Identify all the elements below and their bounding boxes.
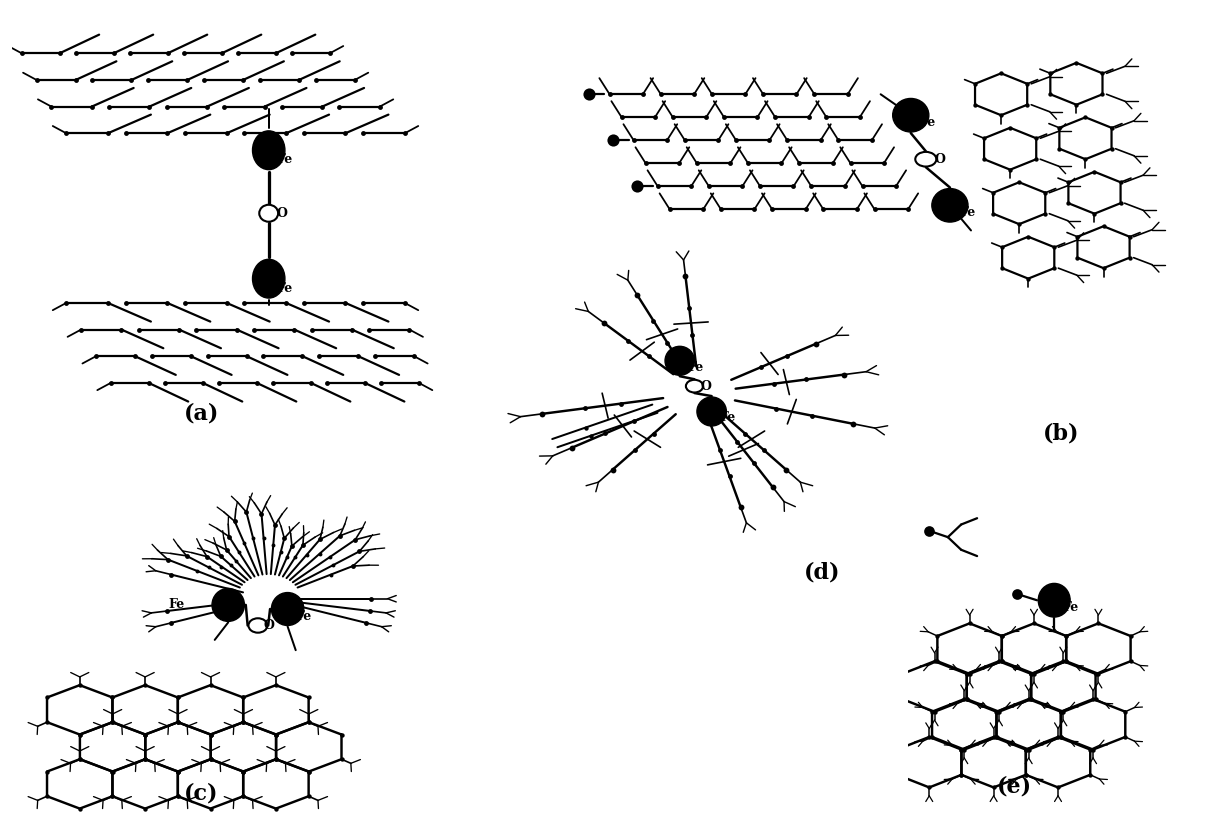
Text: Fe: Fe	[169, 598, 185, 611]
Ellipse shape	[931, 188, 968, 222]
Text: Fe: Fe	[687, 360, 703, 374]
Text: O: O	[935, 153, 946, 165]
Text: O: O	[277, 207, 287, 220]
Ellipse shape	[253, 131, 285, 170]
Text: (a): (a)	[184, 402, 218, 424]
Text: Fe: Fe	[277, 281, 293, 295]
Text: (e): (e)	[996, 776, 1032, 798]
Text: Fe: Fe	[960, 206, 975, 219]
Ellipse shape	[697, 397, 726, 426]
Text: Fe: Fe	[920, 116, 936, 129]
Ellipse shape	[915, 152, 936, 166]
Text: Fe: Fe	[1063, 601, 1079, 614]
Text: Fe: Fe	[296, 610, 312, 623]
Ellipse shape	[212, 588, 244, 621]
Text: Fe: Fe	[719, 412, 735, 425]
Text: O: O	[701, 379, 712, 393]
Ellipse shape	[253, 259, 285, 298]
Ellipse shape	[259, 205, 279, 221]
Text: (b): (b)	[1043, 422, 1080, 444]
Ellipse shape	[686, 380, 703, 393]
Ellipse shape	[665, 346, 694, 375]
Ellipse shape	[893, 99, 929, 132]
Ellipse shape	[248, 618, 267, 633]
Text: O: O	[264, 619, 274, 632]
Text: (d): (d)	[804, 561, 840, 584]
Text: (c): (c)	[184, 783, 218, 805]
Text: Fe: Fe	[277, 153, 293, 166]
Ellipse shape	[271, 593, 304, 625]
Ellipse shape	[1038, 584, 1070, 617]
